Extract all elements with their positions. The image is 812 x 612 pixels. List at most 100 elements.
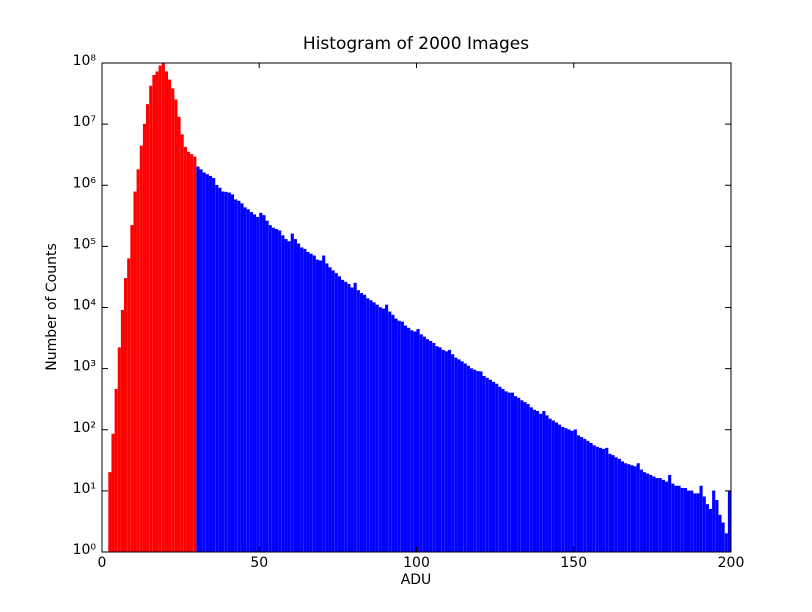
- bar: [114, 388, 118, 553]
- bar: [429, 340, 433, 553]
- bar: [432, 342, 436, 553]
- bar: [564, 428, 568, 553]
- bar: [454, 357, 458, 553]
- bar: [397, 320, 401, 553]
- bar: [256, 216, 260, 553]
- bar: [504, 391, 508, 553]
- bar: [501, 388, 505, 553]
- bar: [529, 407, 533, 553]
- bar: [630, 465, 634, 553]
- bar: [532, 409, 536, 553]
- x-tick-label: 100: [403, 555, 430, 571]
- bar: [558, 424, 562, 553]
- bar: [196, 166, 200, 553]
- bar: [344, 281, 348, 553]
- bar: [542, 411, 546, 553]
- bar: [287, 241, 291, 553]
- bar: [142, 123, 147, 553]
- bar: [463, 363, 467, 553]
- bar: [240, 203, 244, 553]
- bar: [592, 445, 596, 553]
- bar: [655, 478, 659, 553]
- bar: [469, 368, 474, 553]
- bar: [312, 255, 316, 553]
- bar: [281, 235, 285, 553]
- bar: [353, 282, 357, 553]
- bar: [438, 347, 442, 553]
- bar: [520, 400, 524, 553]
- chart-title: Histogram of 2000 Images: [303, 34, 529, 54]
- bar: [252, 214, 257, 553]
- bar: [334, 273, 338, 553]
- bar: [127, 258, 131, 553]
- bar: [259, 212, 263, 553]
- bar: [536, 411, 540, 553]
- y-axis-label: Number of Counts: [44, 243, 60, 371]
- bar: [268, 225, 272, 553]
- bar: [718, 514, 722, 553]
- bar: [677, 485, 681, 553]
- bar: [639, 469, 643, 553]
- bar: [646, 473, 650, 553]
- bar: [407, 327, 411, 553]
- bar: [447, 349, 452, 553]
- bar: [155, 71, 159, 553]
- bar: [133, 191, 137, 553]
- bar: [205, 174, 209, 553]
- bar: [498, 386, 502, 553]
- bar: [473, 369, 477, 553]
- bar: [690, 490, 694, 553]
- bar: [435, 346, 439, 553]
- bar: [476, 371, 480, 553]
- bar: [381, 308, 386, 553]
- bar: [595, 446, 599, 553]
- bar: [246, 209, 250, 553]
- bar: [249, 212, 253, 553]
- bar: [297, 243, 301, 553]
- y-tick-label: 10³: [73, 359, 96, 375]
- bar: [274, 229, 279, 553]
- bar: [363, 294, 367, 553]
- bar: [425, 339, 430, 553]
- bar: [576, 435, 581, 553]
- bar: [230, 194, 235, 553]
- bar: [278, 230, 282, 553]
- bar: [580, 437, 584, 553]
- bar: [350, 287, 354, 553]
- bar: [164, 71, 169, 553]
- bar: [293, 239, 297, 553]
- bar: [715, 500, 719, 553]
- y-tick-label: 10⁷: [73, 114, 96, 130]
- bar: [617, 458, 621, 553]
- y-tick-label: 10⁵: [73, 236, 96, 252]
- y-tick-label: 10⁴: [73, 298, 97, 314]
- bar: [624, 463, 628, 553]
- x-axis-label: ADU: [401, 572, 432, 588]
- y-tick-label: 10²: [73, 420, 96, 436]
- bar: [359, 293, 364, 553]
- bar: [526, 404, 530, 553]
- bar: [158, 65, 162, 553]
- bar: [614, 457, 618, 553]
- bar: [391, 314, 395, 553]
- bar: [416, 328, 420, 553]
- bar: [315, 259, 319, 553]
- y-tick-label: 10¹: [73, 481, 96, 497]
- bar: [372, 302, 376, 553]
- bar: [545, 415, 549, 553]
- bar: [108, 472, 112, 553]
- bar: [319, 260, 323, 553]
- bar: [309, 253, 313, 553]
- bar: [234, 199, 238, 553]
- bar: [488, 379, 492, 553]
- bar: [702, 496, 706, 553]
- bar: [724, 533, 728, 553]
- bar: [460, 361, 464, 553]
- bar: [237, 200, 241, 553]
- bar: [186, 151, 191, 553]
- x-tick-label: 50: [250, 555, 268, 571]
- bar: [664, 481, 669, 553]
- bar: [510, 392, 514, 553]
- y-tick-label: 10⁶: [73, 175, 97, 191]
- bar: [403, 325, 408, 553]
